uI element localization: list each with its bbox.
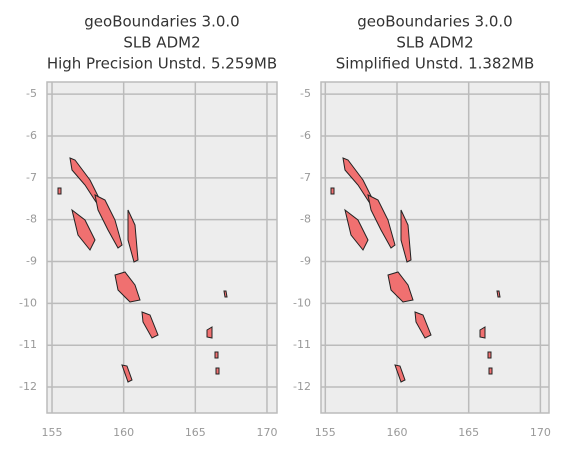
x-tick-label: 160 <box>387 426 408 439</box>
chart-title: Simplified Unstd. 1.382MB <box>336 55 535 73</box>
plot-area <box>320 81 550 414</box>
y-tick-label: -9 <box>300 255 311 268</box>
y-tick-label: -10 <box>19 296 37 309</box>
y-tick-label: -10 <box>293 296 311 309</box>
chart-title: SLB ADM2 <box>396 34 473 52</box>
x-tick-label: 160 <box>113 426 134 439</box>
chart-title: High Precision Unstd. 5.259MB <box>47 55 277 73</box>
chart-title: geoBoundaries 3.0.0 <box>357 13 512 31</box>
y-tick-label: -6 <box>26 129 37 142</box>
y-tick-label: -12 <box>19 380 37 393</box>
y-tick-label: -11 <box>293 338 311 351</box>
y-tick-label: -12 <box>293 380 311 393</box>
chart-title: geoBoundaries 3.0.0 <box>84 13 239 31</box>
y-tick-label: -11 <box>19 338 37 351</box>
x-tick-label: 165 <box>458 426 479 439</box>
x-tick-label: 170 <box>256 426 277 439</box>
y-tick-label: -9 <box>26 255 37 268</box>
x-tick-label: 155 <box>315 426 336 439</box>
x-tick-label: 170 <box>530 426 551 439</box>
y-tick-label: -5 <box>300 87 311 100</box>
x-tick-label: 165 <box>185 426 206 439</box>
y-tick-label: -8 <box>26 213 37 226</box>
y-tick-label: -5 <box>26 87 37 100</box>
chart-title: SLB ADM2 <box>123 34 200 52</box>
x-tick-label: 155 <box>42 426 63 439</box>
y-tick-label: -7 <box>300 171 311 184</box>
plot-area <box>46 81 278 414</box>
y-tick-label: -7 <box>26 171 37 184</box>
y-tick-label: -6 <box>300 129 311 142</box>
y-tick-label: -8 <box>300 213 311 226</box>
